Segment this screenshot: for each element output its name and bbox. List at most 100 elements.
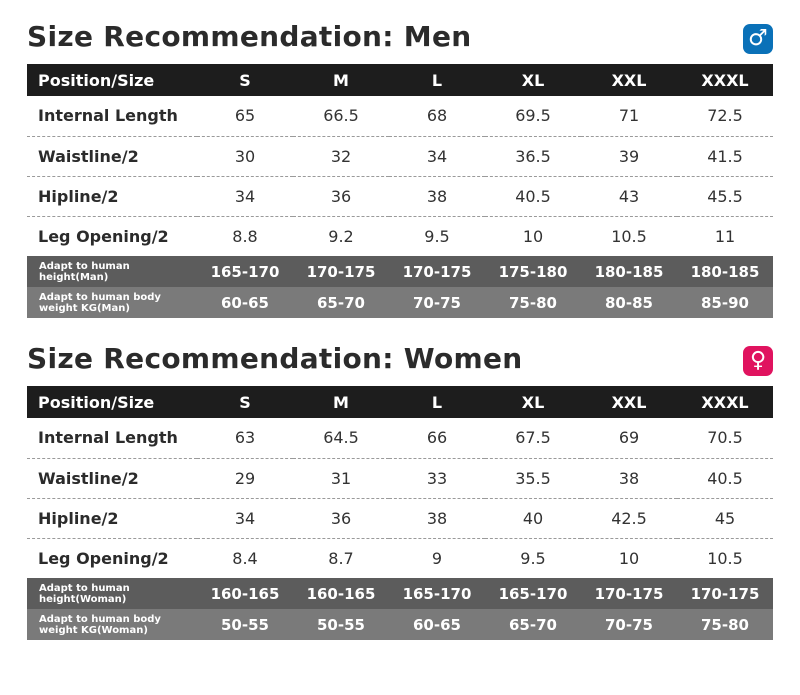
table-cell: 45.5 bbox=[707, 186, 743, 206]
height-row-cell: 165-170 bbox=[498, 584, 568, 603]
table-cell: 67.5 bbox=[515, 428, 551, 448]
weight-row: Adapt to human body weight KG(Woman) 50-55… bbox=[27, 609, 773, 640]
height-row-cell: 170-175 bbox=[402, 262, 472, 281]
row-label: Hipline/2 bbox=[38, 186, 119, 206]
table-cell: 31 bbox=[330, 468, 352, 488]
table-cell: 38 bbox=[618, 468, 640, 488]
height-row-label-line1: Adapt to human bbox=[39, 582, 130, 594]
height-row-cell: 165-170 bbox=[402, 584, 472, 603]
table-cell: 10.5 bbox=[611, 226, 647, 246]
height-row-cell: 180-185 bbox=[594, 262, 664, 281]
table-cell: 43 bbox=[618, 186, 640, 206]
table-cell: 33 bbox=[426, 468, 448, 488]
height-row-label-line1: Adapt to human bbox=[39, 260, 130, 272]
header-size-l: L bbox=[431, 392, 443, 412]
height-row-cell: 175-180 bbox=[498, 262, 568, 281]
table-cell: 38 bbox=[426, 508, 448, 528]
header-size-s: S bbox=[239, 70, 251, 90]
table-header-row: Position/Size S M L XL XXL XXXL bbox=[27, 64, 773, 96]
table-cell: 36 bbox=[330, 508, 352, 528]
header-size-xxl: XXL bbox=[611, 392, 647, 412]
table-cell: 36.5 bbox=[515, 146, 551, 166]
table-row: Internal Length 63 64.5 66 67.5 69 70.5 bbox=[27, 418, 773, 458]
female-icon: ♀ bbox=[743, 346, 773, 376]
height-row-cell: 170-175 bbox=[306, 262, 376, 281]
table-cell: 9 bbox=[431, 548, 443, 568]
weight-row-cell: 70-75 bbox=[605, 615, 653, 634]
height-row-cell: 160-165 bbox=[306, 584, 376, 603]
women-size-table: Position/Size S M L XL XXL XXXL Internal Lengt… bbox=[27, 386, 773, 640]
weight-row-label-line2: weight KG(Man) bbox=[39, 302, 130, 314]
height-row-cell: 170-175 bbox=[594, 584, 664, 603]
table-cell: 66 bbox=[426, 428, 448, 448]
table-cell: 66.5 bbox=[323, 106, 359, 126]
height-row-cell: 160-165 bbox=[210, 584, 280, 603]
table-cell: 64.5 bbox=[323, 428, 359, 448]
row-label: Internal Length bbox=[38, 106, 178, 126]
table-cell: 65 bbox=[234, 106, 256, 126]
height-row-label-line2: height(Woman) bbox=[39, 593, 127, 605]
weight-row-label: Adapt to human body weight KG(Man) bbox=[27, 287, 197, 318]
men-size-section: Size Recommendation: Men ♂ Position/Size… bbox=[27, 18, 773, 318]
header-position-size: Position/Size bbox=[38, 392, 155, 412]
weight-row-cell: 80-85 bbox=[605, 293, 653, 312]
table-cell: 69 bbox=[618, 428, 640, 448]
table-cell: 39 bbox=[618, 146, 640, 166]
table-row: Hipline/2 34 36 38 40.5 43 45.5 bbox=[27, 176, 773, 216]
weight-row-cell: 60-65 bbox=[221, 293, 269, 312]
women-section-title: Size Recommendation: Women bbox=[27, 342, 523, 375]
row-label: Waistline/2 bbox=[38, 146, 139, 166]
table-cell: 40 bbox=[522, 508, 544, 528]
table-cell: 10.5 bbox=[707, 548, 743, 568]
weight-row-label: Adapt to human body weight KG(Woman) bbox=[27, 609, 197, 640]
men-title-row: Size Recommendation: Men ♂ bbox=[27, 18, 773, 64]
weight-row-cell: 65-70 bbox=[509, 615, 557, 634]
row-label: Internal Length bbox=[38, 428, 178, 448]
men-section-title: Size Recommendation: Men bbox=[27, 20, 472, 53]
table-row: Leg Opening/2 8.8 9.2 9.5 10 10.5 11 bbox=[27, 216, 773, 256]
height-row-cell: 165-170 bbox=[210, 262, 280, 281]
table-cell: 10 bbox=[618, 548, 640, 568]
table-cell: 32 bbox=[330, 146, 352, 166]
table-cell: 42.5 bbox=[611, 508, 647, 528]
table-cell: 34 bbox=[234, 508, 256, 528]
table-header-row: Position/Size S M L XL XXL XXXL bbox=[27, 386, 773, 418]
table-cell: 40.5 bbox=[707, 468, 743, 488]
table-row: Internal Length 65 66.5 68 69.5 71 72.5 bbox=[27, 96, 773, 136]
table-cell: 36 bbox=[330, 186, 352, 206]
table-cell: 38 bbox=[426, 186, 448, 206]
male-icon: ♂ bbox=[743, 24, 773, 54]
header-size-xl: XL bbox=[521, 70, 545, 90]
header-size-s: S bbox=[239, 392, 251, 412]
height-row: Adapt to human height(Man) 165-170 170-175 1… bbox=[27, 256, 773, 287]
weight-row-cell: 75-80 bbox=[509, 293, 557, 312]
height-row-label: Adapt to human height(Man) bbox=[27, 256, 197, 287]
height-row-cell: 180-185 bbox=[690, 262, 760, 281]
table-cell: 72.5 bbox=[707, 106, 743, 126]
weight-row-cell: 70-75 bbox=[413, 293, 461, 312]
table-cell: 41.5 bbox=[707, 146, 743, 166]
header-position-size: Position/Size bbox=[38, 70, 155, 90]
weight-row-cell: 50-55 bbox=[317, 615, 365, 634]
table-cell: 29 bbox=[234, 468, 256, 488]
men-size-table: Position/Size S M L XL XXL XXXL Internal Lengt… bbox=[27, 64, 773, 318]
table-cell: 69.5 bbox=[515, 106, 551, 126]
table-cell: 70.5 bbox=[707, 428, 743, 448]
table-row: Waistline/2 30 32 34 36.5 39 41.5 bbox=[27, 136, 773, 176]
weight-row-cell: 65-70 bbox=[317, 293, 365, 312]
table-cell: 40.5 bbox=[515, 186, 551, 206]
women-size-section: Size Recommendation: Women ♀ Position/Si… bbox=[27, 340, 773, 640]
weight-row-cell: 75-80 bbox=[701, 615, 749, 634]
table-cell: 34 bbox=[426, 146, 448, 166]
weight-row-cell: 50-55 bbox=[221, 615, 269, 634]
table-cell: 68 bbox=[426, 106, 448, 126]
row-label: Hipline/2 bbox=[38, 508, 119, 528]
height-row-label-line2: height(Man) bbox=[39, 271, 109, 283]
header-size-m: M bbox=[333, 392, 349, 412]
table-cell: 9.5 bbox=[520, 548, 546, 568]
table-cell: 45 bbox=[714, 508, 736, 528]
weight-row-label-line2: weight KG(Woman) bbox=[39, 624, 148, 636]
weight-row-label-line1: Adapt to human body bbox=[39, 613, 161, 625]
height-row: Adapt to human height(Woman) 160-165 160-16… bbox=[27, 578, 773, 609]
table-cell: 8.7 bbox=[328, 548, 354, 568]
